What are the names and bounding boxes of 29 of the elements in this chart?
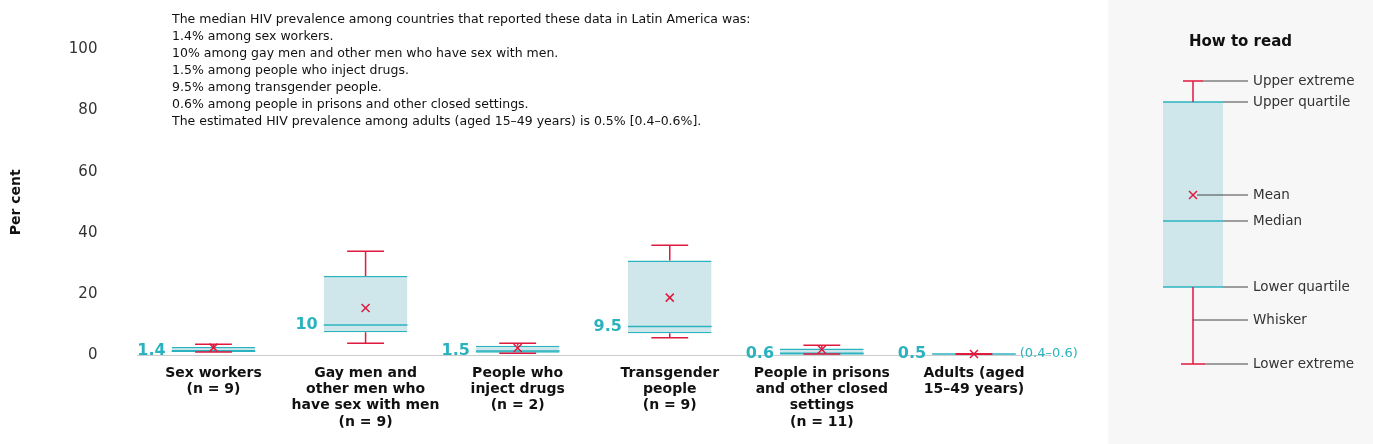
- text: 1.5: [441, 340, 470, 360]
- x-tick-label: People who inject drugs (n = 2): [470, 364, 565, 413]
- y-tick-label: 40: [78, 222, 98, 241]
- text: Upper quartile: [1253, 93, 1351, 109]
- text: Upper extreme: [1253, 72, 1355, 88]
- text: Lower quartile: [1253, 278, 1350, 294]
- y-tick-label: 20: [78, 284, 98, 303]
- x-tick-label: Transgender people (n = 9): [620, 364, 720, 413]
- y-tick-label: 0: [87, 345, 98, 364]
- x-tick-label: Gay men and other men who have sex with men (n = 9): [291, 364, 440, 429]
- text: 1.4: [137, 340, 166, 360]
- text: 9.5: [593, 315, 622, 335]
- y-axis-title: Per cent: [7, 169, 24, 236]
- annotation: (0.4–0.6): [1019, 345, 1078, 361]
- y-tick-label: 60: [78, 161, 98, 180]
- x-tick-label: Adults (aged 15–49 years): [923, 364, 1025, 397]
- legend-title: How to read: [1187, 32, 1294, 50]
- text: Median: [1253, 212, 1303, 228]
- y-tick-label: 100: [68, 38, 98, 57]
- x-tick-label: Sex workers (n = 9): [165, 364, 262, 397]
- annotation: The median HIV prevalence among countries that reported these data in Latin America was: 1.4% among sex workers. 10% among gay men and other men who have sex with men. 1.5% among people who inject drugs. 9.5% among transgender people. 0.6% among people in prisons and other closed settings. The estimated HIV prevalence among adults (aged 15–49 years) is 0.5% [0.4–0.6%].: [172, 10, 751, 129]
- text: 10: [295, 314, 318, 334]
- text: Mean: [1253, 186, 1290, 202]
- text: Lower extreme: [1253, 355, 1355, 371]
- text: 0.5: [897, 343, 927, 363]
- y-tick-label: 80: [78, 100, 98, 119]
- x-tick-label: People in prisons and other closed settings (n = 11): [753, 364, 890, 429]
- text: Whisker: [1253, 311, 1307, 327]
- text: 0.6: [745, 342, 775, 362]
